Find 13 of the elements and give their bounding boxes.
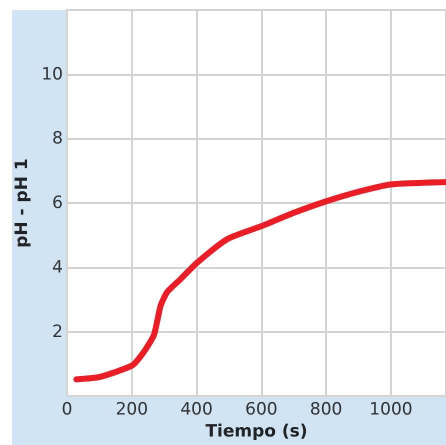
- x-axis-title: Tiempo (s): [205, 422, 308, 442]
- x-tick-label: 0: [62, 400, 72, 420]
- x-tick-label: 600: [245, 400, 278, 420]
- x-tick-label: 200: [116, 400, 148, 420]
- x-tick-label: 1000: [369, 400, 413, 420]
- y-tick-label: 8: [52, 128, 63, 149]
- x-tick-label: 400: [180, 400, 213, 420]
- y-tick-label: 6: [52, 193, 63, 214]
- y-tick-label: 2: [52, 322, 63, 342]
- y-tick-label: 10: [41, 64, 63, 84]
- x-tick-label: 800: [310, 400, 342, 420]
- y-tick-label: 4: [52, 257, 63, 278]
- y-axis-title: pH - pH 1: [12, 158, 32, 248]
